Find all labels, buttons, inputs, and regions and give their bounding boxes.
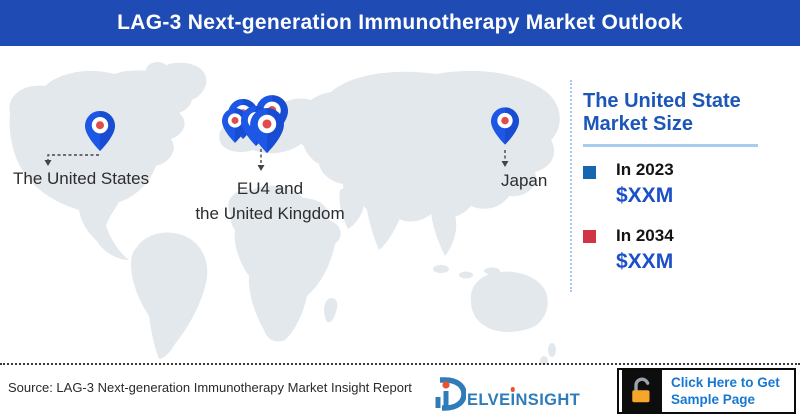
panel-title-underline — [583, 144, 758, 147]
period-2034: In 2034 — [616, 226, 674, 245]
cta-label-line2: Sample Page — [671, 392, 756, 407]
bullet-2034-icon — [583, 230, 596, 243]
lock-icon-box — [622, 370, 662, 412]
value-2034: $XXM — [616, 250, 674, 273]
cta-label: Click Here to Get Sample Page — [662, 374, 780, 408]
label-eu4-uk-line1: EU4 and — [236, 179, 304, 198]
panel-title-line2: Market Size — [583, 113, 694, 135]
map-pin-united-states — [85, 111, 115, 151]
get-sample-page-button[interactable]: Click Here to Get Sample Page — [617, 368, 796, 414]
map-pin-japan — [491, 107, 519, 145]
map-pin-eu-5 — [250, 108, 284, 153]
world-map — [9, 62, 560, 365]
period-2023: In 2023 — [616, 160, 674, 179]
footer-dotted-divider — [0, 363, 800, 365]
logo-text-nsight: NSIGHT — [515, 391, 581, 409]
open-padlock-icon — [632, 377, 650, 403]
logo-d-icon — [435, 377, 466, 411]
source-text: Source: LAG-3 Next-generation Immunother… — [8, 380, 412, 395]
value-2023: $XXM — [616, 184, 674, 207]
vertical-dotted-separator — [570, 80, 572, 292]
logo-wordmark: ELVE I NSIGHT — [467, 391, 580, 410]
label-eu4-uk: EU4 and the United Kingdom — [195, 176, 344, 226]
header-banner: LAG-3 Next-generation Immunotherapy Mark… — [0, 0, 800, 46]
label-japan: Japan — [501, 171, 548, 190]
label-eu4-uk-line2: the United Kingdom — [195, 204, 345, 223]
cta-label-line1: Click Here to Get — [671, 375, 780, 390]
delveinsight-logo[interactable]: ELVE I NSIGHT — [430, 375, 580, 413]
panel-title-line1: The United State — [583, 90, 741, 112]
label-united-states: The United States — [13, 169, 150, 188]
bullet-2023-icon — [583, 166, 596, 179]
panel-title: The United State Market Size — [583, 90, 741, 136]
logo-text-i: I — [510, 391, 516, 409]
logo-text-elve: ELVE — [467, 391, 511, 409]
page-title: LAG-3 Next-generation Immunotherapy Mark… — [117, 11, 683, 34]
cta-left-gap — [619, 370, 622, 412]
